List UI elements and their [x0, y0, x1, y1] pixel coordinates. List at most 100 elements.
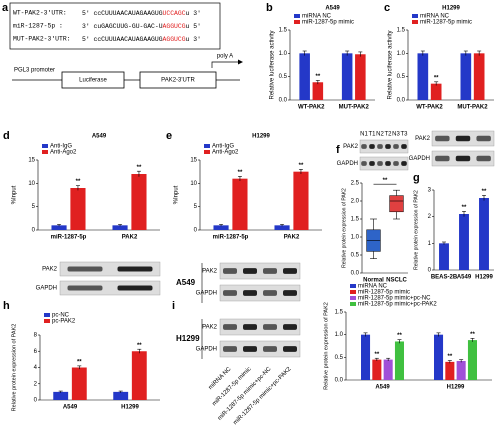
legend-swatch — [412, 14, 418, 18]
blot-row-label: GAPDH — [337, 161, 358, 167]
x-tick-label: BEAS-2B — [431, 275, 458, 281]
bar — [372, 359, 382, 380]
blot-membrane — [59, 261, 161, 277]
chart-title: H1299 — [442, 6, 460, 12]
bar — [53, 391, 69, 400]
blot-band — [401, 161, 407, 166]
bar — [113, 391, 129, 400]
lane-label: T1 — [368, 132, 376, 138]
blot-band — [263, 268, 277, 274]
legend-label: miR-1287-5p mimic — [302, 20, 354, 26]
legend-label: miRNA NC — [358, 284, 388, 290]
legend-label: Anti-Ago2 — [212, 150, 239, 156]
legend-swatch — [204, 150, 210, 154]
legend-label: miR-1287-5p mimic+pc-NC — [358, 296, 431, 302]
blot-band — [476, 155, 491, 162]
legend-swatch — [412, 20, 418, 24]
sequence-name: miR-1287-5p : — [13, 23, 63, 30]
y-tick-label: 1.5 — [397, 28, 406, 34]
y-tick-label: 0.5 — [351, 253, 360, 259]
x-tick-label: WT-PAK2 — [298, 105, 325, 111]
x-tick-label: miR-1287-5p — [51, 235, 87, 241]
blot-row-label: PAK2 — [42, 267, 58, 273]
blot-band — [67, 285, 103, 291]
y-axis-label: Relative luciferase activity — [270, 30, 276, 99]
blot-band — [263, 290, 277, 296]
blot-membrane — [359, 139, 409, 154]
bar — [293, 171, 309, 230]
sequence-site: UCCAGC — [163, 10, 186, 17]
blot-membrane — [219, 340, 301, 358]
y-tick-label: 1.0 — [351, 235, 360, 241]
blot-band — [117, 285, 153, 291]
legend-swatch — [44, 313, 50, 317]
blot-band — [377, 161, 383, 166]
bar — [112, 225, 128, 230]
significance-label: ** — [76, 179, 81, 185]
y-tick-label: 0.5 — [397, 74, 406, 80]
significance-label: ** — [77, 359, 82, 365]
bar — [213, 225, 229, 230]
bar — [383, 359, 393, 380]
promoter-label: PGL3 promoter — [14, 68, 55, 74]
bar — [473, 53, 485, 100]
blot-band — [283, 324, 297, 330]
chart-title: H1299 — [252, 134, 270, 140]
panel-letter: d — [3, 130, 10, 142]
x-tick-label: H1299 — [121, 405, 139, 411]
blot-band — [263, 346, 277, 352]
polya-arrow — [211, 61, 238, 68]
blot-band — [283, 290, 297, 296]
y-axis-label: Relative luciferase activity — [388, 30, 394, 99]
blot-band — [117, 266, 153, 272]
bar — [479, 198, 489, 270]
blot-band — [361, 161, 367, 166]
legend-label: miRNA NC — [302, 14, 332, 20]
x-tick-label: A549 — [457, 275, 472, 281]
bar — [459, 214, 469, 270]
bar — [51, 225, 67, 230]
bar — [417, 53, 429, 100]
bar — [341, 53, 353, 100]
y-tick-label: 0 — [32, 228, 36, 234]
significance-label: ** — [397, 333, 402, 339]
y-tick-label: 1.5 — [279, 28, 288, 34]
y-tick-label: 4 — [34, 365, 38, 371]
bar — [312, 82, 324, 100]
bar — [274, 225, 290, 230]
bar — [445, 361, 455, 380]
y-tick-label: 1.0 — [397, 51, 406, 57]
y-tick-label: 15 — [28, 158, 35, 164]
legend-swatch — [350, 284, 356, 288]
legend-label: miR-1287-5p mimic — [358, 290, 410, 296]
legend-swatch — [42, 144, 48, 148]
blot-band — [455, 155, 471, 162]
panel-letter: f — [336, 144, 340, 156]
blot-row-label: GAPDH — [196, 347, 217, 353]
panel-letter: i — [172, 300, 175, 312]
y-tick-label: 0.5 — [335, 355, 344, 361]
blot-row-label: PAK2 — [202, 269, 218, 275]
blot-band — [263, 324, 277, 330]
bar — [430, 83, 442, 100]
bar — [456, 360, 466, 380]
blot-row-label: GAPDH — [36, 286, 57, 292]
group-label: A549 — [176, 278, 196, 287]
y-tick-label: 0 — [34, 398, 38, 404]
y-tick-label: 0.0 — [397, 98, 406, 104]
arrow-head — [238, 59, 243, 65]
legend-label: miRNA NC — [420, 14, 450, 20]
sequence-name: MUT-PAK2-3'UTR: — [13, 36, 71, 43]
lane-label: T3 — [400, 132, 408, 138]
bar — [460, 53, 472, 100]
chart-title: A549 — [325, 6, 340, 12]
y-tick-label: 10 — [190, 181, 197, 187]
blot-band — [385, 161, 391, 166]
sequence: 3' cuGAGCUUG-GU-GAC-UAGGUCGu 5' — [82, 23, 201, 30]
y-tick-label: 1.5 — [351, 217, 360, 223]
blot-row-label: PAK2 — [202, 325, 218, 331]
significance-label: ** — [316, 74, 321, 80]
polya-label: poly A — [217, 54, 233, 60]
blot-membrane — [359, 156, 409, 171]
blot-band — [401, 144, 407, 149]
